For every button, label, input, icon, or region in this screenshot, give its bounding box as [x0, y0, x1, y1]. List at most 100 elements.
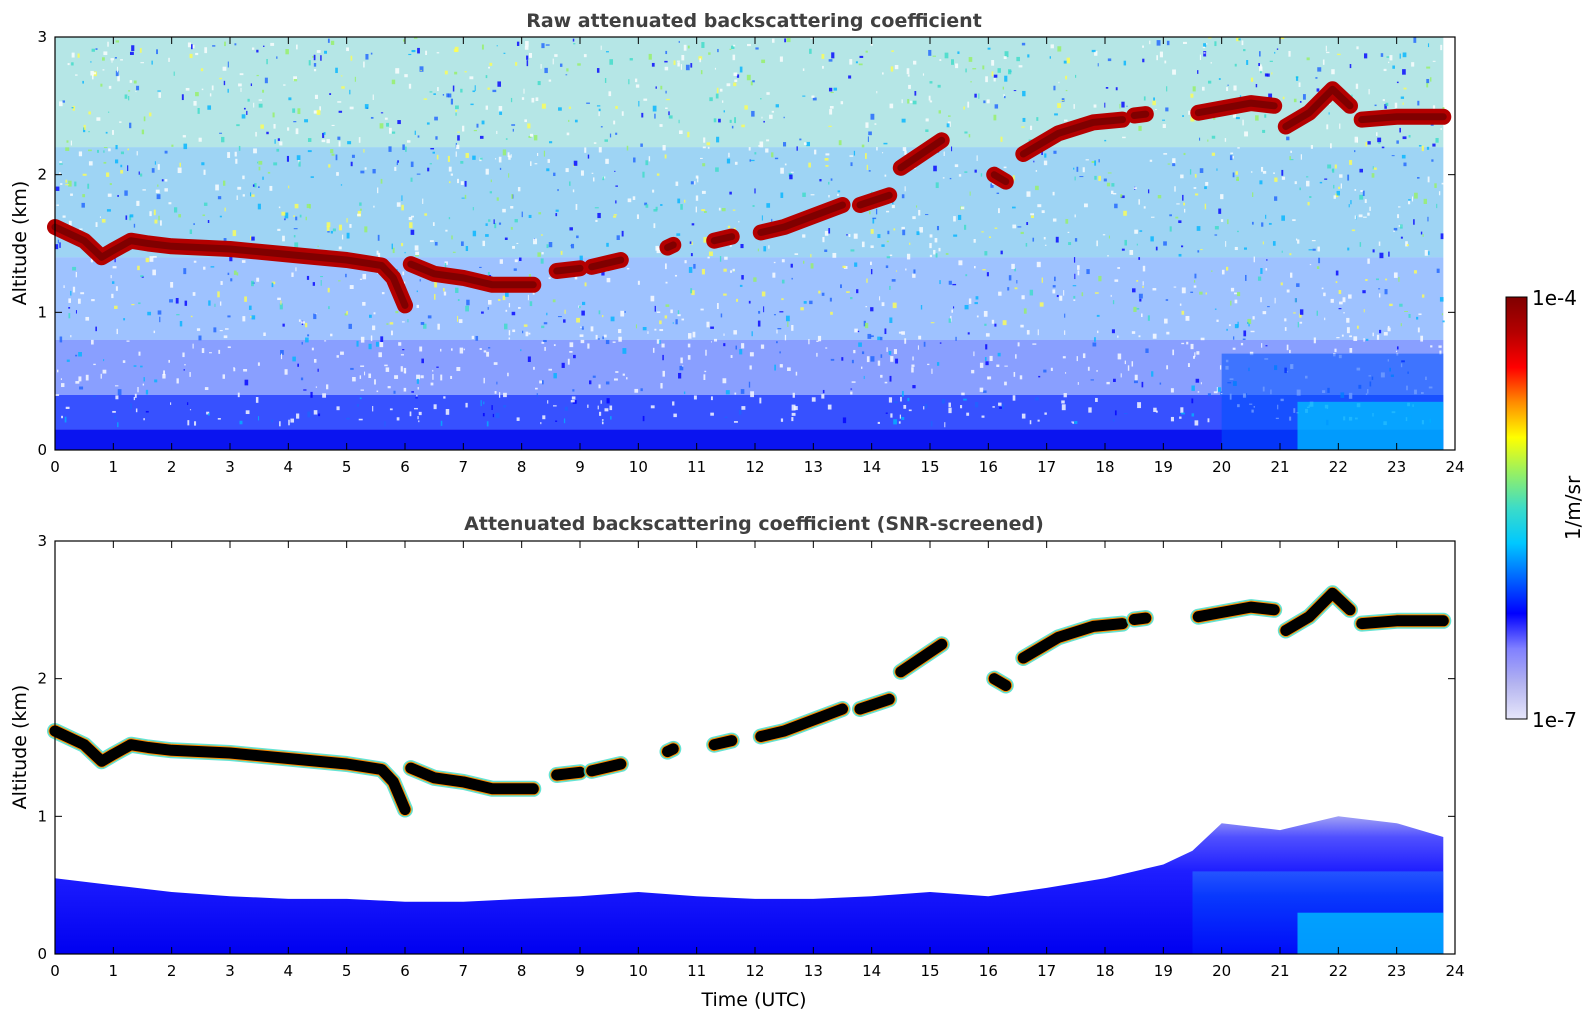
- raw-noise-speckle: [162, 373, 166, 379]
- raw-noise-speckle: [112, 410, 116, 413]
- raw-noise-speckle: [1384, 289, 1388, 295]
- raw-noise-speckle: [889, 103, 894, 109]
- raw-noise-speckle: [448, 217, 451, 220]
- raw-noise-speckle: [1149, 40, 1151, 45]
- raw-noise-speckle: [544, 67, 548, 74]
- raw-noise-speckle: [802, 192, 806, 197]
- raw-noise-speckle: [894, 401, 898, 404]
- raw-noise-speckle: [1156, 55, 1158, 61]
- raw-noise-speckle: [777, 328, 782, 330]
- raw-noise-speckle: [1333, 195, 1336, 199]
- raw-noise-speckle: [1018, 65, 1023, 68]
- raw-noise-speckle: [955, 63, 959, 69]
- raw-noise-speckle: [1007, 69, 1012, 75]
- raw-noise-speckle: [1289, 159, 1294, 161]
- raw-noise-speckle: [90, 70, 94, 76]
- raw-noise-speckle: [1074, 420, 1078, 424]
- raw-noise-speckle: [1398, 276, 1400, 282]
- raw-noise-speckle: [752, 80, 755, 83]
- raw-noise-speckle: [652, 189, 655, 193]
- raw-noise-speckle: [213, 327, 217, 333]
- raw-noise-speckle: [894, 64, 899, 70]
- raw-noise-speckle: [541, 325, 545, 329]
- raw-noise-speckle: [134, 393, 137, 398]
- raw-noise-speckle: [659, 320, 662, 325]
- raw-noise-speckle: [257, 203, 261, 210]
- raw-noise-speckle: [779, 351, 781, 354]
- raw-noise-speckle: [1273, 172, 1275, 174]
- raw-noise-speckle: [1237, 321, 1239, 328]
- raw-noise-speckle: [307, 411, 311, 418]
- raw-noise-speckle: [211, 85, 214, 91]
- raw-noise-speckle: [1076, 356, 1078, 362]
- raw-noise-speckle: [443, 396, 446, 399]
- raw-noise-speckle: [1088, 407, 1092, 413]
- raw-noise-speckle: [96, 117, 101, 121]
- raw-noise-speckle: [642, 171, 645, 178]
- raw-noise-speckle: [933, 165, 937, 172]
- raw-noise-speckle: [115, 395, 119, 400]
- raw-noise-speckle: [397, 120, 401, 125]
- raw-noise-speckle: [991, 71, 994, 77]
- raw-noise-speckle: [1440, 128, 1442, 130]
- raw-noise-speckle: [660, 383, 663, 389]
- raw-noise-speckle: [1211, 135, 1216, 139]
- raw-noise-speckle: [1236, 292, 1241, 297]
- raw-noise-speckle: [258, 99, 263, 101]
- raw-noise-speckle: [678, 119, 680, 124]
- raw-noise-speckle: [1230, 152, 1234, 155]
- raw-noise-speckle: [1134, 229, 1138, 234]
- raw-noise-speckle: [1354, 215, 1357, 220]
- raw-heatmap: [47, 37, 1452, 450]
- raw-noise-speckle: [379, 123, 384, 129]
- raw-noise-speckle: [877, 421, 880, 424]
- raw-noise-speckle: [597, 405, 599, 410]
- raw-noise-speckle: [876, 91, 878, 94]
- raw-noise-speckle: [982, 65, 985, 70]
- raw-noise-speckle: [791, 404, 796, 411]
- raw-noise-speckle: [850, 296, 853, 300]
- raw-noise-speckle: [1311, 239, 1316, 242]
- raw-noise-speckle: [114, 385, 119, 387]
- raw-noise-speckle: [59, 242, 61, 248]
- raw-noise-speckle: [690, 288, 693, 294]
- raw-noise-speckle: [717, 48, 719, 53]
- raw-noise-speckle: [984, 251, 988, 256]
- raw-noise-speckle: [415, 397, 418, 399]
- raw-noise-speckle: [839, 284, 842, 289]
- raw-noise-speckle: [479, 135, 484, 139]
- raw-noise-speckle: [1321, 287, 1324, 290]
- raw-noise-speckle: [526, 55, 529, 60]
- raw-noise-speckle: [1086, 269, 1090, 275]
- raw-noise-speckle: [993, 74, 998, 78]
- raw-noise-speckle: [912, 100, 917, 105]
- raw-noise-speckle: [400, 366, 403, 372]
- raw-noise-speckle: [1403, 162, 1407, 167]
- raw-noise-speckle: [465, 246, 469, 252]
- screened-backscatter-panel: Attenuated backscattering coefficient (S…: [9, 513, 1465, 1011]
- raw-noise-speckle: [148, 112, 152, 117]
- raw-noise-speckle: [880, 374, 883, 378]
- raw-noise-speckle: [1120, 373, 1122, 378]
- raw-noise-speckle: [1063, 119, 1068, 122]
- raw-noise-speckle: [701, 268, 705, 275]
- raw-noise-speckle: [1166, 331, 1170, 335]
- raw-noise-speckle: [1035, 397, 1039, 401]
- raw-x-tick-label: 2: [167, 458, 177, 476]
- raw-noise-speckle: [1402, 52, 1407, 58]
- raw-noise-speckle: [930, 322, 935, 324]
- raw-noise-speckle: [606, 242, 609, 247]
- raw-noise-speckle: [1098, 159, 1100, 163]
- raw-noise-speckle: [1396, 346, 1399, 350]
- raw-noise-speckle: [1336, 190, 1340, 196]
- raw-noise-speckle: [602, 336, 604, 340]
- raw-noise-speckle: [246, 110, 248, 115]
- raw-noise-speckle: [1008, 275, 1012, 281]
- raw-noise-speckle: [744, 105, 748, 110]
- raw-noise-speckle: [811, 397, 816, 402]
- raw-noise-speckle: [1286, 136, 1290, 141]
- raw-noise-speckle: [384, 421, 386, 427]
- raw-noise-speckle: [516, 242, 519, 244]
- raw-noise-speckle: [143, 116, 146, 122]
- raw-noise-speckle: [464, 71, 467, 73]
